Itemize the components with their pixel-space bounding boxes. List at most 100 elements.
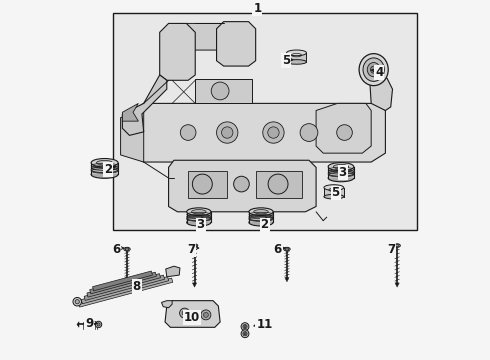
Ellipse shape xyxy=(287,60,306,64)
Ellipse shape xyxy=(249,219,273,226)
Polygon shape xyxy=(193,283,196,287)
Ellipse shape xyxy=(91,171,118,178)
Ellipse shape xyxy=(328,171,354,176)
Ellipse shape xyxy=(328,174,354,182)
Ellipse shape xyxy=(96,321,102,328)
Ellipse shape xyxy=(359,54,388,86)
Circle shape xyxy=(268,127,279,138)
Circle shape xyxy=(217,122,238,143)
Polygon shape xyxy=(122,103,138,121)
Ellipse shape xyxy=(285,248,289,250)
Polygon shape xyxy=(93,271,152,291)
Polygon shape xyxy=(122,20,394,217)
Polygon shape xyxy=(165,301,220,327)
Text: 8: 8 xyxy=(132,280,141,293)
Ellipse shape xyxy=(244,333,246,335)
Ellipse shape xyxy=(243,324,247,329)
Ellipse shape xyxy=(287,50,306,56)
Polygon shape xyxy=(133,103,386,162)
Bar xyxy=(287,53,306,62)
Polygon shape xyxy=(125,278,129,282)
Bar xyxy=(91,163,118,175)
Ellipse shape xyxy=(284,247,290,251)
Ellipse shape xyxy=(395,244,399,247)
Text: 2: 2 xyxy=(104,163,112,176)
Ellipse shape xyxy=(187,208,211,216)
Polygon shape xyxy=(169,160,316,212)
Polygon shape xyxy=(78,278,173,307)
Text: 9: 9 xyxy=(85,317,94,330)
Circle shape xyxy=(337,125,352,140)
Text: 2: 2 xyxy=(261,219,269,231)
Bar xyxy=(324,188,344,197)
Polygon shape xyxy=(160,23,195,80)
Ellipse shape xyxy=(324,185,344,190)
Text: 10: 10 xyxy=(184,311,200,324)
Ellipse shape xyxy=(97,323,100,326)
Text: 3: 3 xyxy=(339,166,347,179)
Ellipse shape xyxy=(91,167,118,173)
Ellipse shape xyxy=(333,165,349,169)
Polygon shape xyxy=(188,171,227,198)
Ellipse shape xyxy=(97,161,113,165)
Circle shape xyxy=(180,308,190,318)
Ellipse shape xyxy=(328,163,354,171)
Ellipse shape xyxy=(363,58,384,81)
Circle shape xyxy=(203,312,208,318)
Polygon shape xyxy=(285,278,289,282)
Polygon shape xyxy=(81,276,169,304)
Text: 7: 7 xyxy=(388,243,395,256)
Text: 3: 3 xyxy=(196,219,205,231)
Text: 5: 5 xyxy=(332,186,340,199)
Ellipse shape xyxy=(124,247,130,251)
Circle shape xyxy=(234,176,249,192)
Text: 6: 6 xyxy=(273,243,282,256)
Polygon shape xyxy=(121,111,144,162)
Polygon shape xyxy=(256,171,302,198)
Circle shape xyxy=(268,174,288,194)
Ellipse shape xyxy=(324,194,344,199)
Text: 7: 7 xyxy=(187,243,195,256)
Ellipse shape xyxy=(241,330,249,338)
Ellipse shape xyxy=(125,248,129,250)
Polygon shape xyxy=(195,78,252,103)
Polygon shape xyxy=(316,103,371,153)
Polygon shape xyxy=(84,275,165,301)
Ellipse shape xyxy=(191,244,198,247)
Polygon shape xyxy=(217,22,256,66)
Ellipse shape xyxy=(243,332,247,336)
Circle shape xyxy=(182,311,187,316)
Polygon shape xyxy=(166,266,180,277)
Polygon shape xyxy=(90,272,156,294)
Ellipse shape xyxy=(91,158,118,167)
Text: 5: 5 xyxy=(282,54,290,67)
Bar xyxy=(328,167,354,178)
Ellipse shape xyxy=(370,66,377,73)
Polygon shape xyxy=(186,23,223,50)
Circle shape xyxy=(221,127,233,138)
Polygon shape xyxy=(77,321,79,327)
Ellipse shape xyxy=(244,325,246,328)
Circle shape xyxy=(211,82,229,100)
Ellipse shape xyxy=(193,244,196,247)
Text: 11: 11 xyxy=(256,318,272,331)
Circle shape xyxy=(193,174,212,194)
Ellipse shape xyxy=(249,216,273,221)
Ellipse shape xyxy=(254,210,268,214)
Circle shape xyxy=(300,123,318,141)
Text: 6: 6 xyxy=(112,243,121,256)
Ellipse shape xyxy=(187,219,211,226)
Polygon shape xyxy=(122,75,167,135)
Ellipse shape xyxy=(192,210,206,214)
Polygon shape xyxy=(369,71,392,111)
Circle shape xyxy=(201,310,211,320)
Text: 1: 1 xyxy=(253,2,262,15)
Polygon shape xyxy=(395,283,399,287)
Polygon shape xyxy=(162,301,172,308)
Text: 4: 4 xyxy=(375,66,384,78)
Polygon shape xyxy=(87,274,161,297)
Bar xyxy=(187,212,211,222)
Circle shape xyxy=(263,122,284,143)
Circle shape xyxy=(73,297,81,306)
Bar xyxy=(114,13,417,230)
